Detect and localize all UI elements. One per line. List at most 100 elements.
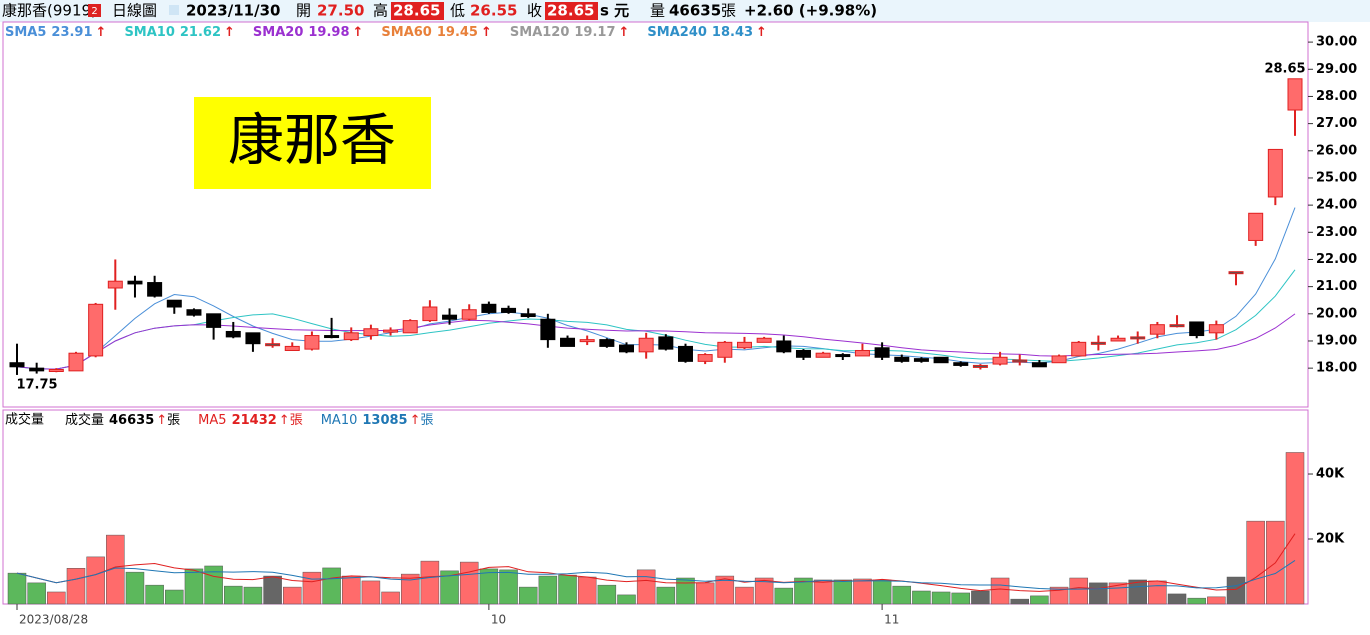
candle-body bbox=[599, 339, 615, 347]
legend-unit: 張 bbox=[167, 413, 180, 428]
candle-body bbox=[953, 362, 969, 366]
legend-arrow: ↑ bbox=[279, 413, 290, 428]
candle-body bbox=[442, 314, 458, 320]
volume-bar bbox=[1167, 593, 1187, 605]
x-tick-label: 10 bbox=[491, 613, 506, 627]
volume-bar bbox=[990, 577, 1010, 605]
close-value: 28.65 bbox=[547, 2, 594, 20]
volume-bar bbox=[1030, 595, 1049, 605]
candle-body bbox=[1149, 324, 1165, 335]
candle-body bbox=[619, 344, 635, 353]
candle-body bbox=[363, 328, 379, 337]
legend-arrow: ↑ bbox=[756, 25, 767, 40]
candle-body bbox=[579, 339, 595, 343]
candle-body bbox=[343, 332, 359, 341]
high-value: 28.65 bbox=[393, 2, 440, 20]
legend-value: 19.98 bbox=[308, 25, 349, 40]
volume-bar bbox=[971, 590, 990, 605]
y-tick-label: 18.00 bbox=[1316, 361, 1357, 376]
volume-bar bbox=[774, 587, 794, 605]
volume-bar bbox=[1010, 598, 1029, 605]
volume-bar bbox=[636, 569, 656, 605]
volume-bar bbox=[66, 568, 86, 605]
candle-body bbox=[481, 303, 497, 313]
candle-body bbox=[933, 356, 949, 364]
legend-value: 21.62 bbox=[180, 25, 221, 40]
candle-body bbox=[658, 336, 674, 350]
volume-bar bbox=[912, 590, 931, 605]
volume-bar bbox=[656, 586, 676, 605]
candle-body bbox=[1189, 321, 1205, 337]
volume-bar bbox=[47, 591, 66, 605]
legend-name: SMA10 bbox=[124, 25, 174, 40]
candle-body bbox=[48, 369, 64, 373]
legend-arrow: ↑ bbox=[156, 413, 167, 428]
volume-bar bbox=[302, 571, 322, 605]
volume-bar bbox=[243, 586, 263, 605]
volume-bar bbox=[106, 534, 125, 605]
volume-bar bbox=[479, 568, 499, 605]
candle-body bbox=[265, 343, 281, 347]
candle-body bbox=[1287, 78, 1303, 111]
y-tick-label: 28.00 bbox=[1316, 89, 1357, 104]
stock-name: 康那香(9919) bbox=[2, 2, 97, 20]
candle-body bbox=[1228, 271, 1244, 275]
close-bg bbox=[545, 2, 598, 20]
volume-bar bbox=[853, 578, 872, 605]
moving-average bbox=[16, 207, 1296, 370]
volume-bar bbox=[617, 594, 636, 605]
candle-body bbox=[736, 341, 752, 349]
candle-body bbox=[697, 354, 713, 362]
open-value: 27.50 bbox=[317, 2, 364, 20]
legend-unit: 張 bbox=[290, 413, 303, 428]
y-tick-label: 24.00 bbox=[1316, 198, 1357, 213]
legend-arrow: ↑ bbox=[353, 25, 364, 40]
legend-value: 19.17 bbox=[574, 25, 615, 40]
candle-body bbox=[1130, 336, 1146, 340]
legend-arrow: ↑ bbox=[410, 413, 421, 428]
volume-bar bbox=[931, 591, 951, 605]
legend-unit: 張 bbox=[421, 413, 434, 428]
candle-body bbox=[972, 364, 988, 368]
volume-bar bbox=[263, 575, 282, 605]
price-panel bbox=[2, 21, 1309, 408]
legend-arrow: ↑ bbox=[481, 25, 492, 40]
candle-body bbox=[127, 280, 143, 285]
volume-bar bbox=[813, 579, 833, 605]
view-type[interactable]: 日線圖 bbox=[112, 2, 157, 20]
candle-body bbox=[874, 347, 890, 358]
volume-bar bbox=[1187, 597, 1206, 605]
candle-body bbox=[1169, 324, 1185, 328]
low-label: 低 bbox=[450, 2, 465, 20]
legend-arrow: ↑ bbox=[224, 25, 235, 40]
candle-body bbox=[638, 337, 654, 353]
y-tick-label: 19.00 bbox=[1316, 333, 1357, 348]
legend-name: SMA5 bbox=[5, 25, 46, 40]
volume-ma bbox=[16, 533, 1296, 592]
volume-label: 量 bbox=[650, 2, 665, 20]
volume-bar bbox=[735, 586, 754, 605]
candle-body bbox=[854, 349, 870, 357]
volume-bar bbox=[1285, 452, 1305, 605]
y-tick-label: 21.00 bbox=[1316, 279, 1357, 294]
y-tick-label: 40K bbox=[1316, 467, 1345, 482]
checkbox-icon[interactable] bbox=[169, 5, 179, 15]
legend-value: 19.45 bbox=[437, 25, 478, 40]
legend-name: MA5 bbox=[198, 413, 226, 428]
y-tick-label: 23.00 bbox=[1316, 225, 1357, 240]
volume-bar bbox=[1089, 582, 1108, 605]
candle-body bbox=[422, 306, 438, 322]
volume-bar bbox=[538, 575, 558, 605]
volume-bar bbox=[1148, 580, 1167, 605]
legend-name: MA10 bbox=[321, 413, 358, 428]
candle-body bbox=[717, 341, 733, 358]
candle-body bbox=[677, 345, 693, 362]
candle-body bbox=[540, 318, 556, 341]
ma-legend: SMA5 23.91 ↑ SMA10 21.62 ↑ SMA20 19.98 ↑ SMA60 19.… bbox=[5, 25, 767, 40]
volume-bar bbox=[361, 580, 381, 605]
volume-bar bbox=[1207, 596, 1226, 605]
volume-bar bbox=[184, 568, 204, 605]
badge-bg bbox=[88, 4, 101, 17]
volume-bar bbox=[125, 571, 145, 605]
candle-body bbox=[795, 349, 811, 358]
